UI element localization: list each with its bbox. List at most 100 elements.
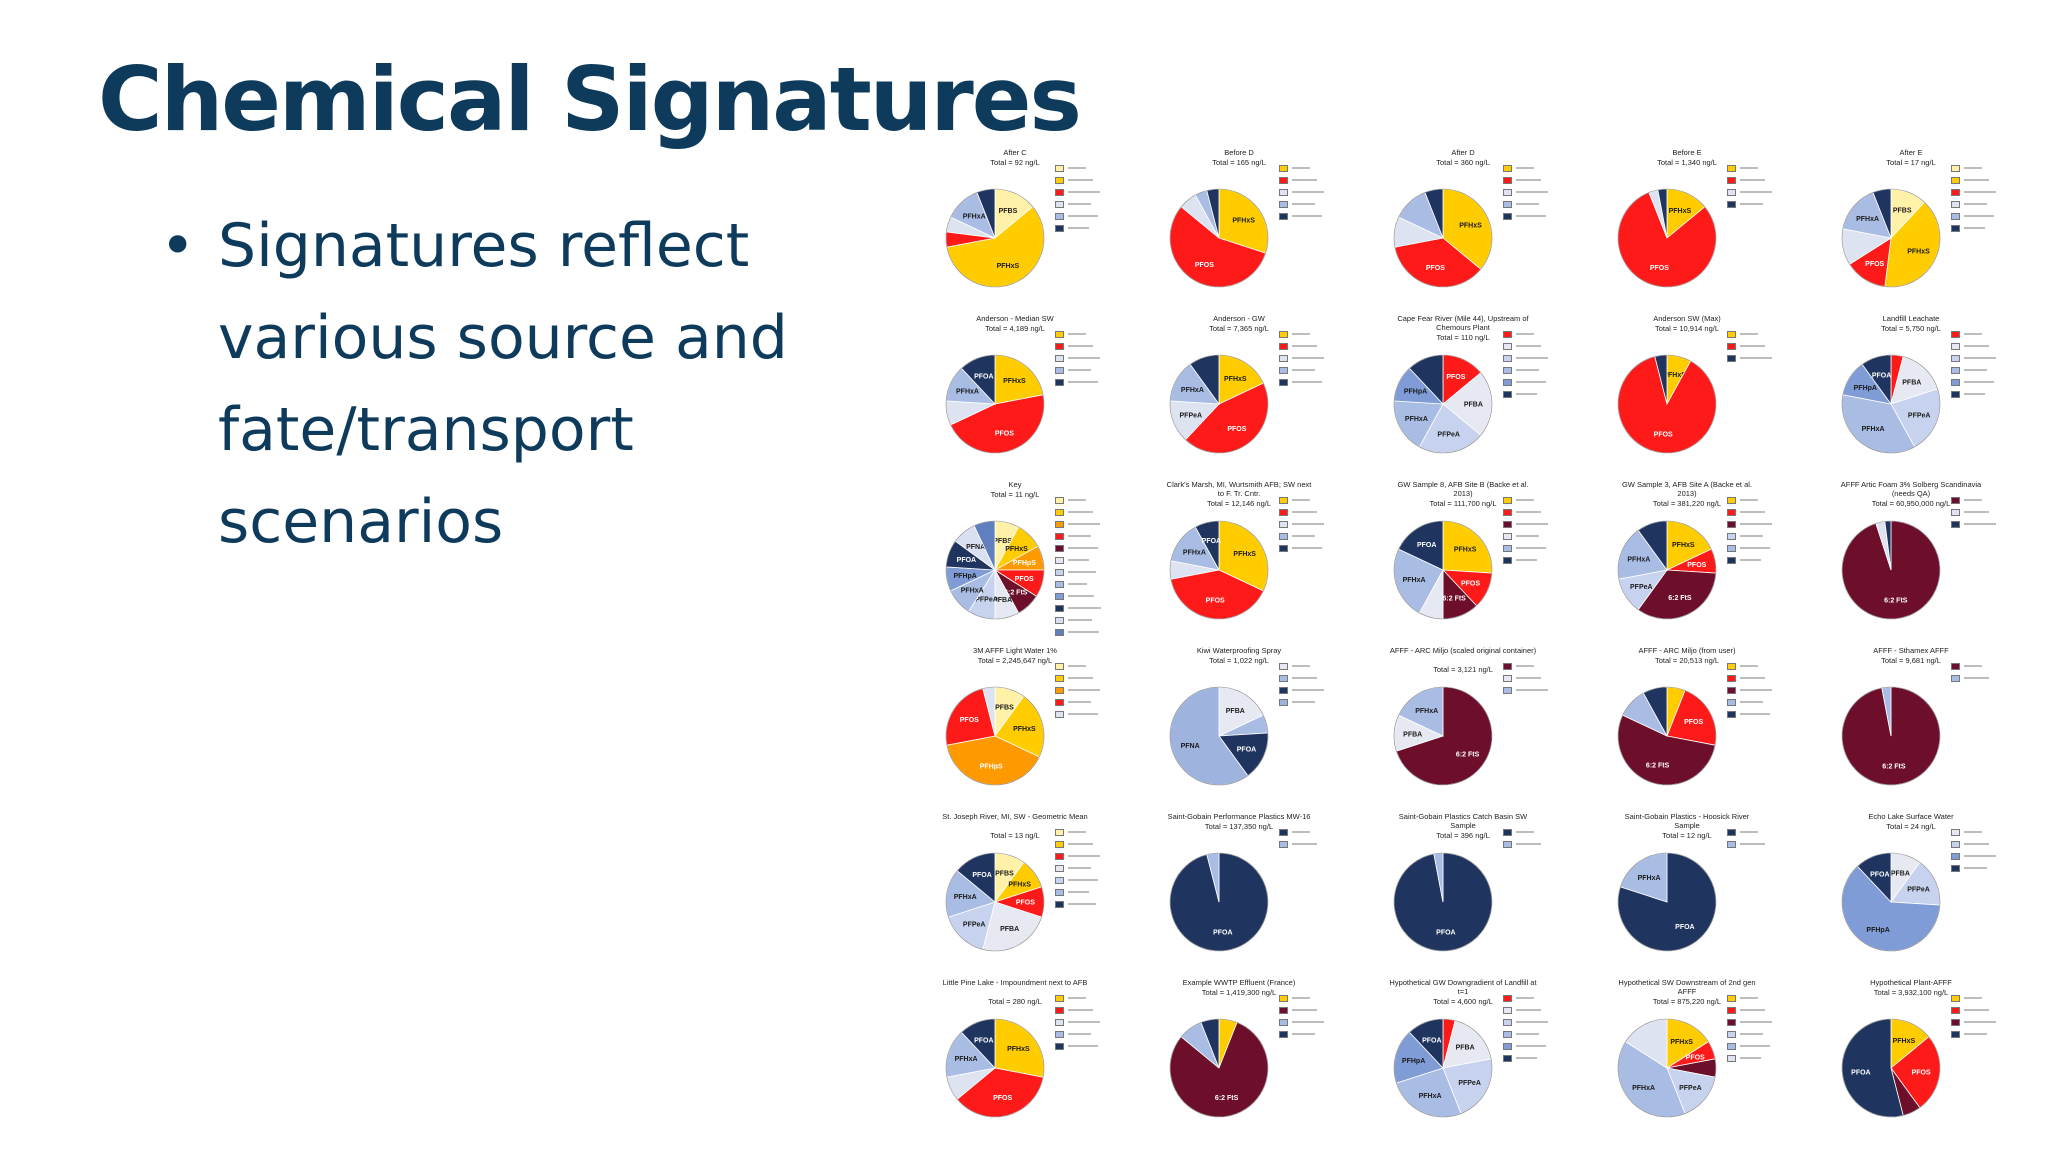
- pie-outline: [945, 686, 1045, 786]
- legend-swatch: [1055, 1030, 1064, 1038]
- legend-text-placeholder: [1740, 1057, 1761, 1059]
- pie-chart: 6:2 FtS: [1169, 1018, 1269, 1118]
- legend-text-placeholder: [1964, 191, 1996, 193]
- bullet-list: • Signatures reflect various source and …: [160, 200, 840, 568]
- legend-swatch: [1951, 828, 1960, 836]
- pie-chart: PFHxS PFOS PFHxA PFOA: [945, 1018, 1045, 1118]
- legend-entry: [1951, 210, 2048, 222]
- slice-label: PFHxS: [1005, 546, 1028, 553]
- legend-text-placeholder: [1516, 1021, 1548, 1023]
- legend-entry: [1279, 684, 1383, 696]
- slice-label: PFHxS: [1663, 372, 1686, 379]
- legend-swatch: [1951, 1006, 1960, 1014]
- legend-entry: [1055, 826, 1159, 838]
- legend-entry: [1727, 1040, 1831, 1052]
- pie-chart-panel: Landfill Leachate Total = 5,750 ng/L PFBA P…: [1836, 314, 2048, 479]
- pie-chart-panel: AFFF - ARC Miljo (scaled original contai…: [1388, 646, 1612, 811]
- pie-chart: PFHxS PFOS 6:2 FtS PFPeA PFHxA: [1617, 520, 1717, 620]
- pie-total: Total = 381,220 ng/L: [1652, 499, 1722, 508]
- legend-text-placeholder: [1516, 547, 1546, 549]
- legend-text-placeholder: [1292, 523, 1324, 525]
- pie-title: Hypothetical GW Downgradient of Landfill…: [1389, 978, 1537, 996]
- legend-entry: [1727, 1052, 1831, 1064]
- legend-entry: [1055, 1028, 1159, 1040]
- slice-label: PFHxA: [1419, 1093, 1442, 1100]
- legend-swatch: [1951, 994, 1960, 1002]
- pie-chart: PFBA PFPeA PFHxA PFHpA PFOA: [1841, 354, 1941, 454]
- legend-text-placeholder: [1292, 357, 1324, 359]
- pie-chart-panel: Before E Total = 1,340 ng/L PFHxS PFOS: [1612, 148, 1836, 313]
- legend-entry: [1503, 554, 1607, 566]
- legend-swatch: [1279, 354, 1288, 362]
- slice-label: PFOA: [1870, 871, 1889, 878]
- pie-title: AFFF - ARC Miljo (scaled original contai…: [1389, 646, 1537, 655]
- legend-entry: [1279, 186, 1383, 198]
- pie-title: Saint-Gobain Plastics - Hoosick River Sa…: [1624, 812, 1750, 830]
- legend-text-placeholder: [1964, 393, 1985, 395]
- pie-legend: [1951, 328, 2048, 400]
- pie-chart: PFHxS PFOS: [1393, 188, 1493, 288]
- pie-title: Hypothetical SW Downstream of 2nd gen AF…: [1618, 978, 1756, 996]
- legend-text-placeholder: [1964, 167, 1982, 169]
- legend-entry: [1279, 210, 1383, 222]
- legend-text-placeholder: [1292, 1009, 1317, 1011]
- legend-entry: [1503, 684, 1607, 696]
- legend-entry: [1951, 340, 2048, 352]
- legend-text-placeholder: [1068, 903, 1096, 905]
- legend-text-placeholder: [1292, 535, 1315, 537]
- legend-text-placeholder: [1740, 179, 1765, 181]
- slice-label: PFOS: [1687, 562, 1706, 569]
- legend-entry: [1055, 838, 1159, 850]
- pie-legend: [1951, 162, 2048, 234]
- pie-outline: [1169, 354, 1269, 454]
- slice-label: PFBA: [1226, 708, 1245, 715]
- pie-chart-panel: Hypothetical SW Downstream of 2nd gen AF…: [1612, 978, 1836, 1143]
- legend-swatch: [1055, 616, 1064, 624]
- legend-entry: [1951, 388, 2048, 400]
- legend-text-placeholder: [1292, 665, 1310, 667]
- slice-label: PFHxA: [1638, 875, 1661, 882]
- legend-swatch: [1727, 342, 1736, 350]
- pie-title: Before D: [1224, 148, 1254, 157]
- pie-chart: PFHxS PFOS PFHxA PFOA: [1169, 520, 1269, 620]
- legend-text-placeholder: [1964, 369, 1987, 371]
- legend-entry: [1503, 210, 1607, 222]
- legend-swatch: [1055, 188, 1064, 196]
- legend-swatch: [1727, 840, 1736, 848]
- legend-text-placeholder: [1292, 499, 1310, 501]
- slice-label: PFBA: [1464, 402, 1483, 409]
- slice-label: PFHxS: [997, 263, 1020, 270]
- legend-text-placeholder: [1516, 689, 1548, 691]
- slice-label: PFOS: [1426, 265, 1445, 272]
- slice-label: 6:2 FtS: [1884, 598, 1908, 605]
- legend-text-placeholder: [1292, 1021, 1324, 1023]
- legend-swatch: [1951, 864, 1960, 872]
- legend-text-placeholder: [1740, 511, 1765, 513]
- pie-chart-panel: Key Total = 11 ng/L PFBS PFHxS PFHpS PFOS 6:2 …: [940, 480, 1164, 645]
- slice-label: PFHxA: [954, 894, 977, 901]
- legend-entry: [1279, 506, 1383, 518]
- pie-legend: [1279, 826, 1383, 850]
- legend-entry: [1951, 364, 2048, 376]
- slice-label: PFHxA: [1183, 550, 1206, 557]
- pie-outline: [1841, 354, 1941, 454]
- pie-legend: [1055, 162, 1159, 234]
- legend-entry: [1727, 494, 1831, 506]
- legend-entry: [1055, 186, 1159, 198]
- slice-label: PFHpA: [1854, 385, 1877, 392]
- pie-chart: PFHxS PFOS PFHxA PFOA: [945, 354, 1045, 454]
- legend-entry: [1951, 494, 2048, 506]
- legend-text-placeholder: [1292, 547, 1322, 549]
- pie-total: Total = 20,513 ng/L: [1654, 656, 1719, 665]
- legend-text-placeholder: [1516, 167, 1534, 169]
- legend-entry: [1055, 614, 1159, 626]
- legend-entry: [1951, 162, 2048, 174]
- pie-outline: [1617, 852, 1717, 952]
- legend-entry: [1279, 696, 1383, 708]
- slice-label: 6:2 FtS: [1456, 751, 1480, 758]
- legend-swatch: [1279, 366, 1288, 374]
- legend-text-placeholder: [1068, 179, 1093, 181]
- legend-text-placeholder: [1068, 689, 1100, 691]
- pie-chart: PFHxS PFOS PFPeA PFHxA: [1617, 1018, 1717, 1118]
- bullet-text: Signatures reflect various source and fa…: [218, 211, 788, 557]
